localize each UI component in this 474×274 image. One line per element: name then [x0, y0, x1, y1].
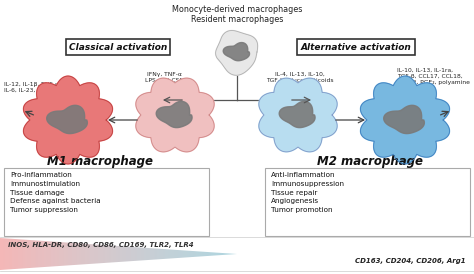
FancyBboxPatch shape [4, 168, 209, 236]
Text: M1 macrophage: M1 macrophage [47, 155, 153, 168]
Text: IL-12, IL-1β, TNF-α,
IL-6, IL-23, ROS, RNS: IL-12, IL-1β, TNF-α, IL-6, IL-23, ROS, R… [4, 82, 66, 93]
Text: Pro-inflammation
Immunostimulation
Tissue damage
Defense against bacteria
Tumor : Pro-inflammation Immunostimulation Tissu… [10, 172, 100, 213]
Polygon shape [0, 238, 474, 270]
Text: M2 macrophage: M2 macrophage [317, 155, 423, 168]
Polygon shape [384, 105, 424, 134]
Text: Alternative activation: Alternative activation [301, 42, 411, 52]
Polygon shape [156, 101, 192, 128]
Polygon shape [47, 105, 87, 134]
Polygon shape [0, 238, 474, 270]
Polygon shape [361, 76, 449, 164]
Polygon shape [223, 42, 249, 61]
Text: IFNγ, TNF-α
LPS, GM-CSF: IFNγ, TNF-α LPS, GM-CSF [145, 72, 183, 83]
Text: CD163, CD204, CD206, Arg1: CD163, CD204, CD206, Arg1 [356, 258, 466, 264]
Text: iNOS, HLA-DR, CD80, CD86, CD169, TLR2, TLR4: iNOS, HLA-DR, CD80, CD86, CD169, TLR2, T… [8, 242, 193, 248]
Polygon shape [136, 78, 214, 152]
Text: Classical activation: Classical activation [69, 42, 167, 52]
Polygon shape [279, 101, 315, 128]
Text: Anti-inflammation
Immunosuppression
Tissue repair
Angiogenesis
Tumor promotion: Anti-inflammation Immunosuppression Tiss… [271, 172, 344, 213]
Text: IL-4, IL-13, IL-10,
TGF-β, glucocorticoids: IL-4, IL-13, IL-10, TGF-β, glucocorticoi… [266, 72, 334, 83]
FancyBboxPatch shape [265, 168, 470, 236]
Polygon shape [24, 76, 112, 164]
Text: IL-10, IL-13, IL-1ra,
TGF-β, CCL17, CCL18,
CCL22, PGE₂, polyamine: IL-10, IL-13, IL-1ra, TGF-β, CCL17, CCL1… [397, 68, 470, 85]
Polygon shape [259, 78, 337, 152]
Text: Monocyte-derived macrophages
Resident macrophages: Monocyte-derived macrophages Resident ma… [172, 5, 302, 24]
Polygon shape [216, 30, 258, 75]
